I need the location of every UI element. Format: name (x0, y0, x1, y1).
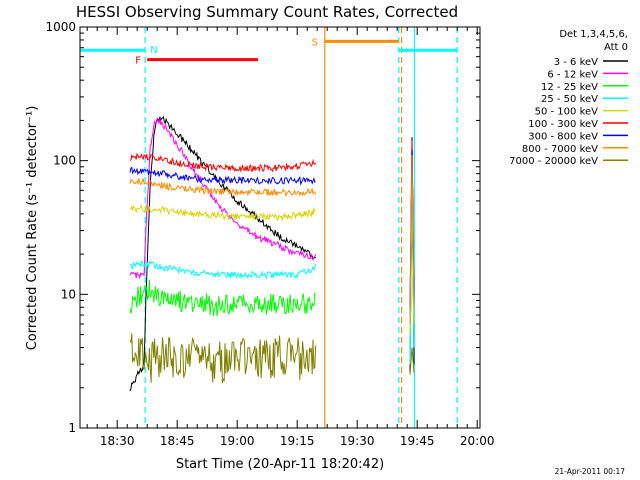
legend-header: Att 0 (604, 42, 628, 53)
y-axis-label: Corrected Count Rate (s⁻¹ detector⁻¹) (25, 106, 40, 351)
series-line (129, 204, 316, 222)
x-tick-label: 18:45 (160, 434, 195, 448)
legend-label: 3 - 6 keV (554, 57, 598, 68)
legend-header: Det 1,3,4,5,6, (559, 29, 628, 40)
legend-label: 7000 - 20000 keV (509, 156, 598, 167)
flag-label: F (135, 56, 141, 67)
x-tick-label: 19:30 (340, 434, 375, 448)
legend-label: 100 - 300 keV (528, 119, 598, 130)
legend-label: 800 - 7000 keV (522, 144, 598, 155)
flag-label: S (312, 37, 318, 48)
series-line (129, 279, 316, 317)
x-tick-label: 19:15 (280, 434, 315, 448)
x-tick-label: 18:30 (100, 434, 135, 448)
series-line (129, 115, 316, 392)
x-tick-label: 19:45 (400, 434, 435, 448)
y-tick-label: 10 (61, 287, 76, 301)
series-line (409, 347, 415, 375)
y-tick-label: 1000 (45, 20, 76, 34)
x-tick-label: 19:00 (220, 434, 255, 448)
series-line (129, 117, 317, 280)
y-tick-label: 100 (53, 154, 76, 168)
x-tick-label: 20:00 (460, 434, 495, 448)
chart-title: HESSI Observing Summary Count Rates, Cor… (76, 3, 458, 21)
legend-label: 50 - 100 keV (535, 107, 599, 118)
legend-label: 300 - 800 keV (528, 131, 598, 142)
axes: 18:30 18:45 19:00 19:15 19:30 19:45 20:00 1 10 10… (45, 20, 494, 448)
x-axis-label: Start Time (20-Apr-11 18:20:42) (176, 457, 384, 472)
series-line (409, 155, 415, 325)
legend-label: 25 - 50 keV (541, 94, 598, 105)
plot-frame (79, 26, 481, 429)
y-tick-label: 1 (68, 421, 76, 435)
legend-label: 6 - 12 keV (547, 69, 598, 80)
flag-label: N (150, 45, 157, 56)
series-line (129, 178, 317, 198)
series-line (129, 333, 317, 384)
series-line (129, 259, 317, 280)
legend-label: 12 - 25 keV (541, 82, 598, 93)
timestamp-footer: 21-Apr-2011 00:17 (555, 467, 626, 476)
series-line (129, 152, 317, 173)
series-line (129, 166, 316, 186)
plot-area: NF S (80, 27, 458, 428)
